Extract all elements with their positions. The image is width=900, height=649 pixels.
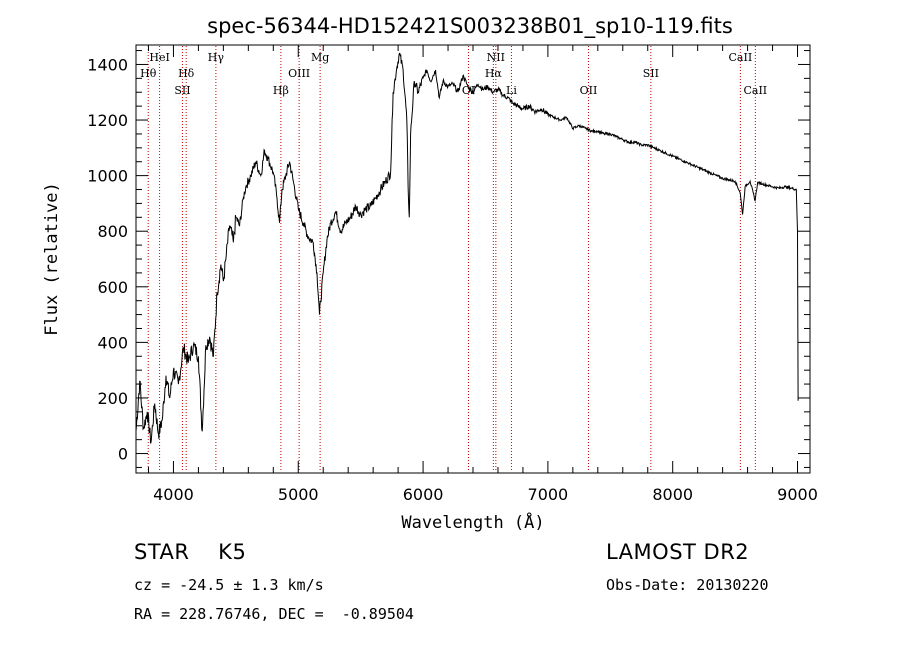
line-marker-label: Mg <box>311 51 329 64</box>
x-tick-label: 7000 <box>528 485 569 504</box>
y-axis-label: Flux (relative) <box>42 182 62 336</box>
spectrum-line <box>135 52 799 444</box>
chart-title: spec-56344-HD152421S003238B01_sp10-119.f… <box>207 14 733 39</box>
x-tick-label: 5000 <box>278 485 319 504</box>
plot-frame <box>135 44 811 474</box>
survey-name: LAMOST DR2 <box>606 540 750 564</box>
line-marker-label: CaII <box>729 51 753 64</box>
y-tick-label: 1200 <box>87 111 128 130</box>
y-tick-label: 1000 <box>87 167 128 186</box>
object-class: STAR K5 <box>134 540 247 564</box>
x-axis: 4000 5000 6000 7000 8000 9000 <box>147 45 818 504</box>
x-tick-label: 9000 <box>777 485 818 504</box>
line-marker-label: NII <box>487 51 505 64</box>
coordinates-text: RA = 228.76746, DEC = -0.89504 <box>134 605 414 623</box>
emission-line-markers <box>147 46 756 472</box>
y-tick-label: 600 <box>97 278 128 297</box>
line-marker-label: Hγ <box>208 51 225 64</box>
x-tick-label: 4000 <box>153 485 194 504</box>
obs-date-text: Obs-Date: 20130220 <box>606 576 769 594</box>
line-marker-label: Hα <box>485 67 503 80</box>
line-marker-label: HeI <box>149 51 169 64</box>
y-tick-label: 400 <box>97 333 128 352</box>
y-tick-label: 800 <box>97 222 128 241</box>
line-marker-label: OII <box>580 84 598 97</box>
y-tick-label: 0 <box>118 445 128 464</box>
redshift-text: cz = -24.5 ± 1.3 km/s <box>134 576 324 594</box>
line-marker-label: SII <box>174 84 190 97</box>
line-marker-label: OI <box>462 84 475 97</box>
y-axis: 0 200 400 600 800 1000 1200 1400 <box>87 50 810 468</box>
y-tick-label: 1400 <box>87 55 128 74</box>
x-tick-label: 6000 <box>403 485 444 504</box>
line-marker-label: Hθ <box>140 67 157 80</box>
line-marker-label: SII <box>643 67 659 80</box>
line-marker-label: OIII <box>288 67 310 80</box>
line-marker-label: CaII <box>743 84 767 97</box>
y-tick-label: 200 <box>97 389 128 408</box>
x-tick-label: 8000 <box>652 485 693 504</box>
x-axis-label: Wavelength (Å) <box>401 511 544 533</box>
line-marker-label: Hδ <box>178 67 195 80</box>
line-marker-label: Hβ <box>273 84 289 97</box>
line-marker-label: Li <box>506 84 517 97</box>
